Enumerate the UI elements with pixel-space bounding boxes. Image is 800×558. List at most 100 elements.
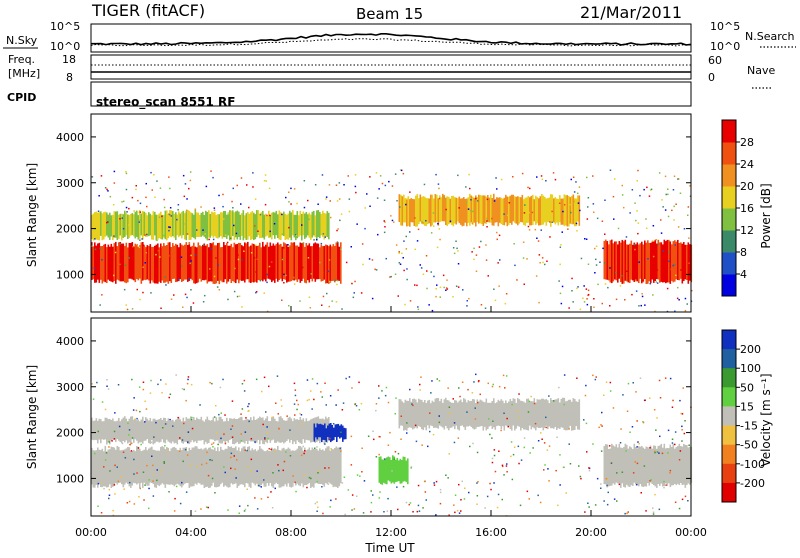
power-scatter-point [293,188,296,190]
power-scatter-point [624,248,626,251]
velocity-band-column [538,399,540,428]
power-scatter-point [190,260,192,262]
velocity-scatter-point [332,423,335,425]
afternoon-band-column [575,198,578,227]
velocity-scatter-point [491,461,494,464]
power-scatter-point [667,193,669,196]
velocity-scatter-point [649,445,652,448]
lower-red-band-column [206,244,209,284]
velocity-band-column [275,421,278,443]
velocity-band-column [160,446,162,485]
power-scatter-point [189,179,192,182]
power-scatter-point [122,228,125,230]
velocity-scatter-point [454,494,457,496]
power-scatter-point [125,172,128,175]
power-scatter-point [593,298,595,300]
velocity-scatter-point [178,450,181,452]
afternoon-band-column [493,193,495,226]
velocity-scatter-point [238,505,241,507]
power-scatter-point [348,198,351,200]
power-scatter-point [173,294,175,296]
velocity-scatter-point [163,462,165,464]
power-scatter-point [635,219,637,222]
upper-green-band-column [289,210,291,238]
velocity-band-column [119,421,122,443]
velocity-scatter-point [656,451,659,453]
velocity-scatter-point [133,473,135,475]
velocity-scatter-point [658,452,660,454]
power-scatter-point [672,189,675,191]
power-scatter-point [684,309,687,312]
upper-green-band-column [212,213,215,238]
velocity-band-column [657,445,660,484]
colorbar-frame [721,329,737,503]
velocity-band-column [101,448,104,488]
power-scatter-point [675,274,677,277]
velocity-scatter-point [518,393,520,395]
power-scatter-point [664,209,667,211]
velocity-band-column [571,401,573,431]
lower-red-band-column [266,242,269,279]
power-scatter-point [328,305,330,308]
power-scatter-point [673,219,675,221]
power-scatter-point [208,238,210,241]
power-scatter-point [369,176,371,178]
lower-red-band-column [305,243,308,284]
evening-red-band-column [635,244,637,280]
upper-green-band-column [269,214,272,238]
upper-green-band-column [298,215,300,237]
velocity-band-column [116,420,119,440]
power-scatter-point [142,291,144,294]
upper-green-band-column [151,215,153,240]
velocity-band-column [301,447,303,484]
velocity-band-column [524,402,527,430]
afternoon-band-column [428,198,431,224]
velocity-scatter-point [97,475,99,477]
power-scatter-point [186,296,188,299]
velocity-band-column [193,417,195,443]
velocity-scatter-point [631,426,634,428]
power-scatter-point [585,288,588,290]
velocity-scatter-point [329,395,332,397]
power-scatter-point [578,186,581,188]
velocity-band-column [678,443,681,485]
velocity-scatter-point [505,465,508,467]
upper-green-band-column [313,210,315,236]
velocity-scatter-point [341,482,344,484]
velocity-scatter-point [410,466,413,468]
power-scatter-point [594,247,596,250]
power-scatter-point [231,200,233,203]
velocity-scatter-point [632,472,635,474]
lower-red-band-column [149,244,152,284]
velocity-scatter-point [627,382,630,385]
power-scatter-point [393,221,395,223]
power-scatter-point [658,172,661,174]
afternoon-band-column [400,194,402,226]
colorbar-segment [722,482,736,503]
velocity-scatter-point [629,431,631,433]
power-scatter-point [213,275,216,278]
velocity-scatter-point [339,447,341,450]
lower-red-band-column [295,245,297,280]
lower-red-band-column [247,241,249,280]
velocity-band-column [339,425,341,439]
power-scatter-point [405,248,408,250]
afternoon-band-column [494,199,497,223]
afternoon-band-column [556,198,558,223]
power-scatter-point [417,306,419,308]
velocity-scatter-point [224,414,226,416]
power-scatter-point [438,187,440,190]
velocity-band-column [185,447,188,483]
lower-red-band-column [197,242,200,283]
upper-green-band-column [283,211,285,237]
evening-red-band-column [614,241,616,280]
power-scatter-point [180,256,183,258]
velocity-band-column [262,449,264,484]
velocity-scatter-point [636,420,638,422]
power-scatter-point [217,264,219,267]
velocity-scatter-point [489,482,491,485]
power-scatter-point [307,199,309,202]
velocity-scatter-point [116,466,118,468]
velocity-scatter-point [663,486,665,489]
y-tick-label: 1000 [56,268,84,281]
